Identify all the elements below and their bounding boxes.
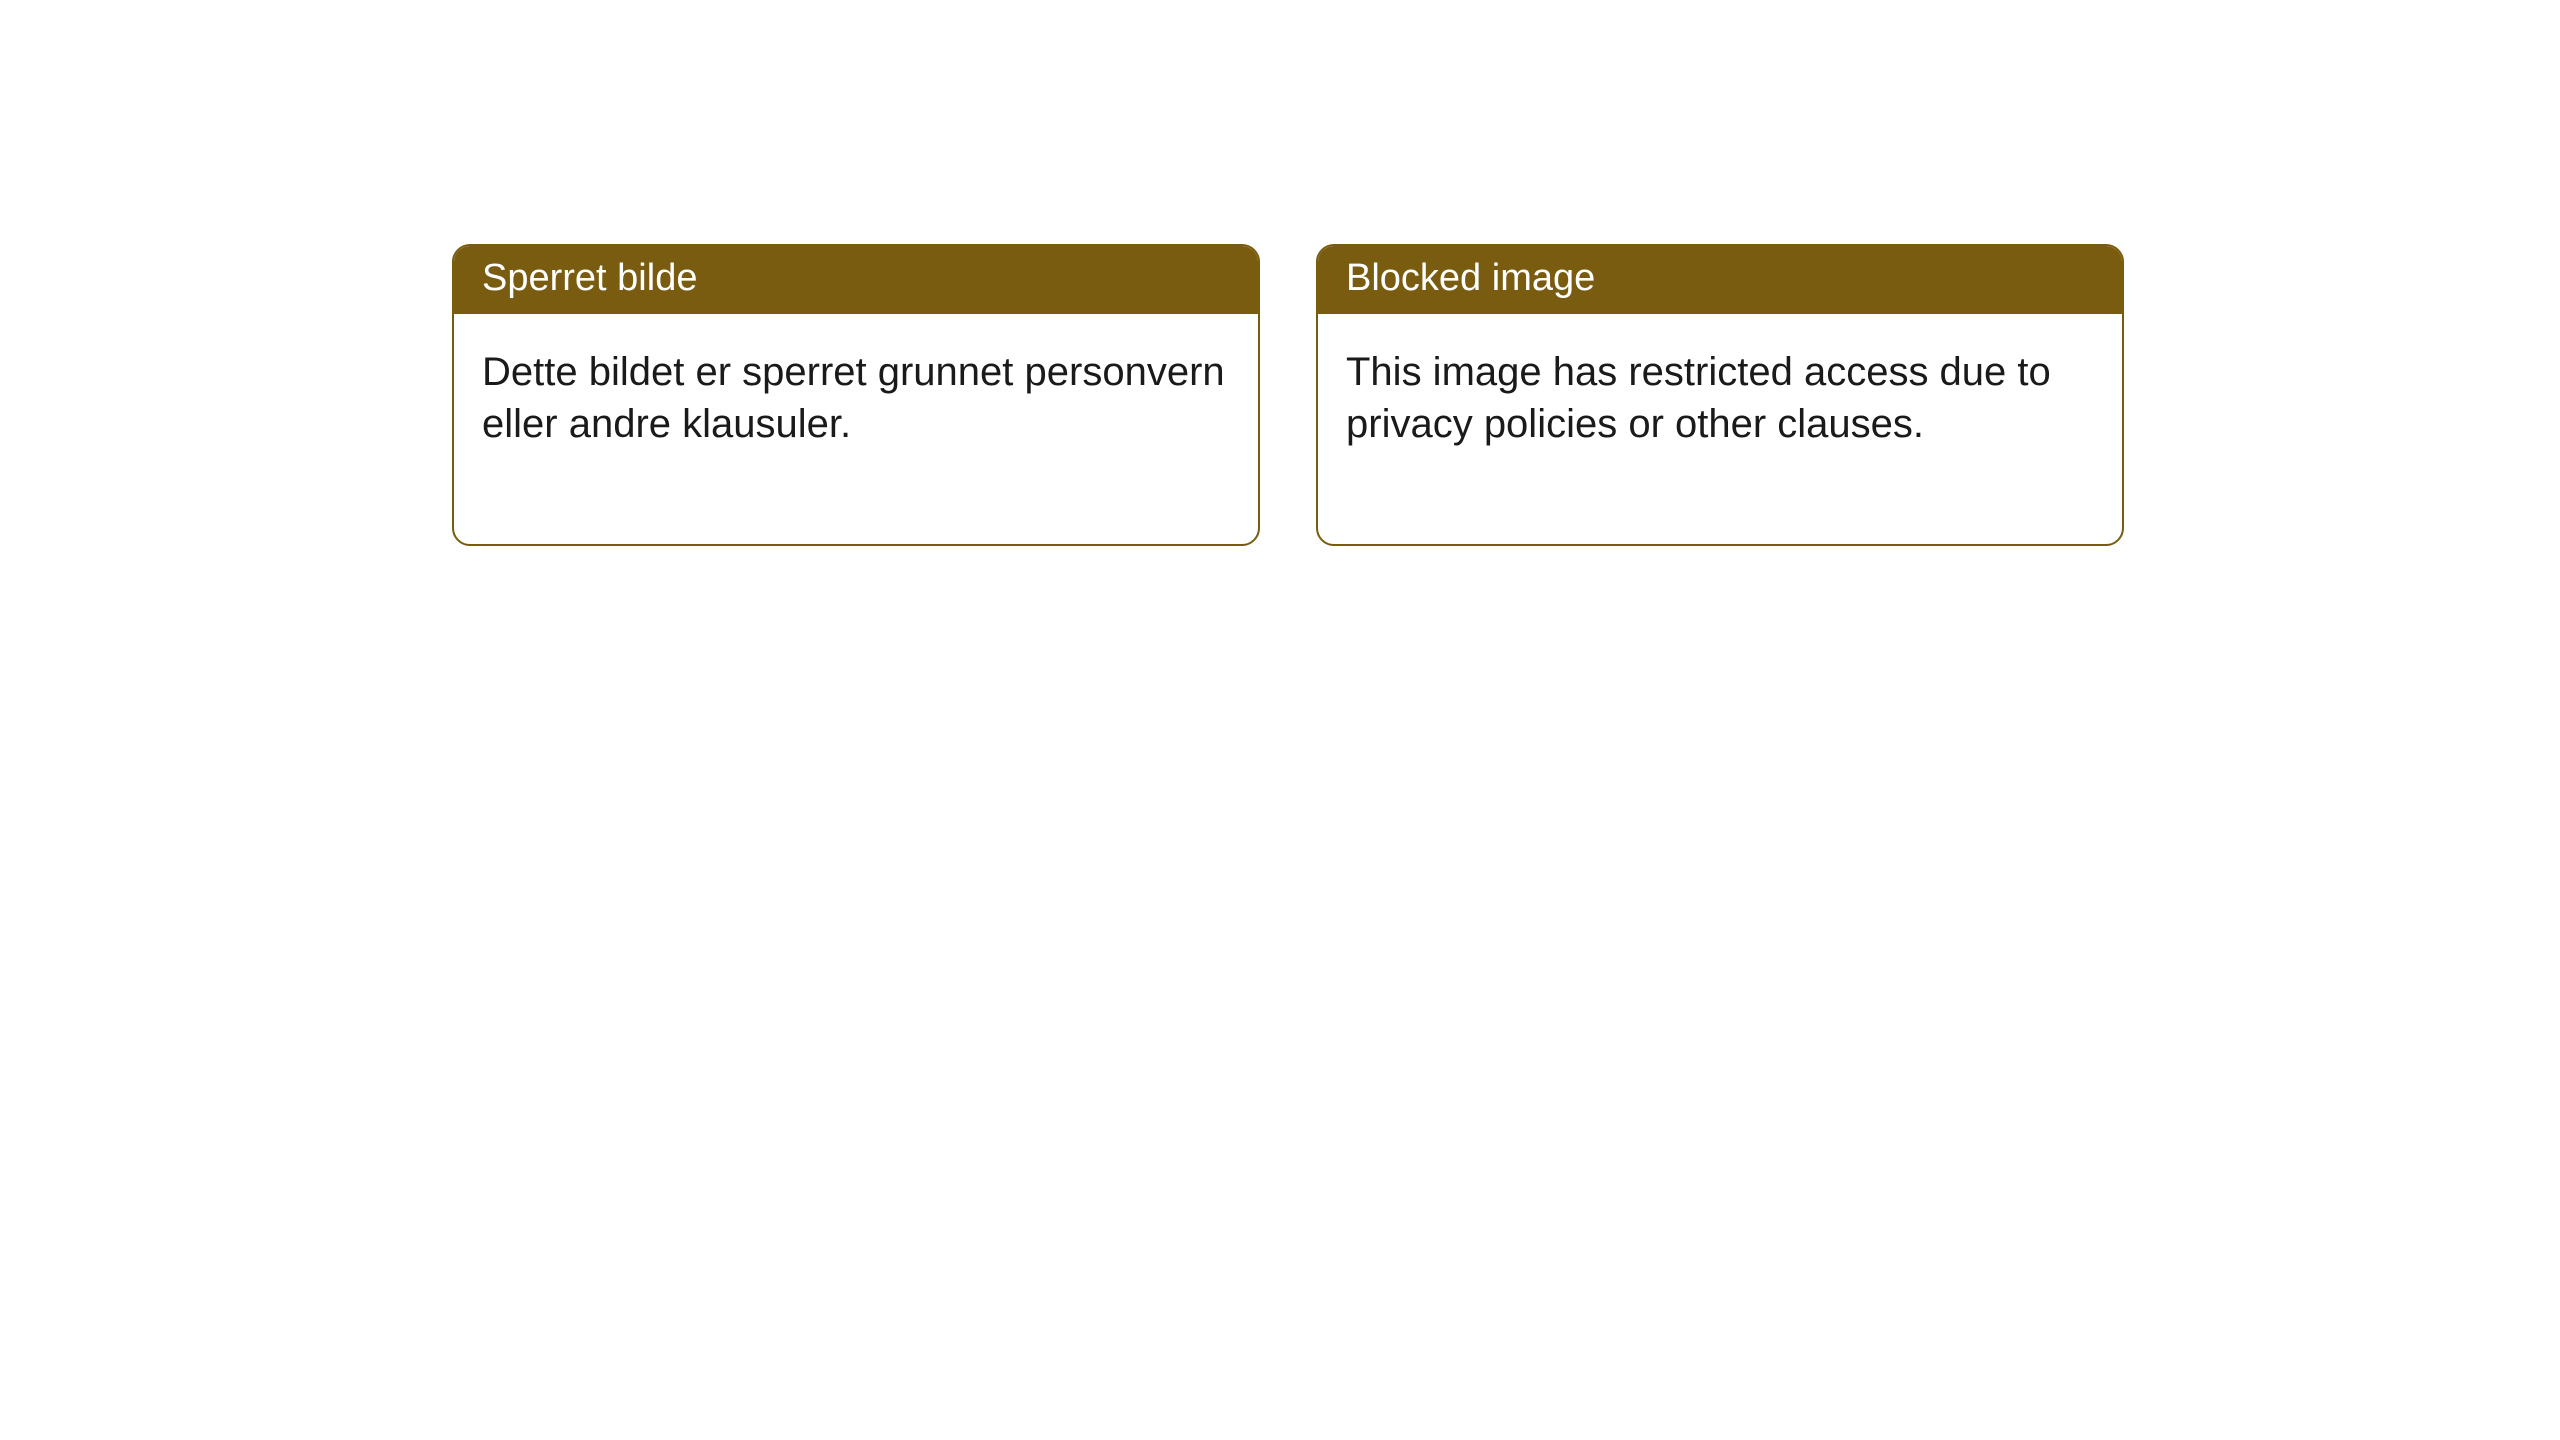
notice-box-english: Blocked image This image has restricted … (1316, 244, 2124, 546)
notice-header-norwegian: Sperret bilde (454, 246, 1258, 314)
notice-box-norwegian: Sperret bilde Dette bildet er sperret gr… (452, 244, 1260, 546)
notice-header-english: Blocked image (1318, 246, 2122, 314)
notice-container: Sperret bilde Dette bildet er sperret gr… (0, 0, 2560, 546)
notice-body-english: This image has restricted access due to … (1318, 314, 2122, 544)
notice-body-norwegian: Dette bildet er sperret grunnet personve… (454, 314, 1258, 544)
